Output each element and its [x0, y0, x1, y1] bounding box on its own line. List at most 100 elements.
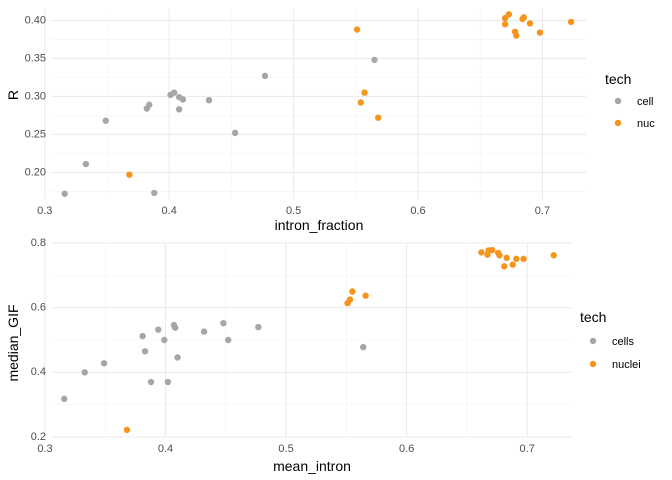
- y-tick-label: 0.2: [31, 431, 46, 443]
- data-points: [61, 246, 557, 434]
- data-point-nuclei: [349, 288, 356, 295]
- x-tick-label: 0.5: [278, 443, 293, 455]
- data-point-nuclei: [496, 252, 503, 259]
- x-tick-label: 0.4: [162, 205, 177, 217]
- minor-gridlines: [51, 9, 586, 199]
- legend-key-marker: [589, 337, 597, 345]
- y-tick-label: 0.25: [25, 128, 46, 140]
- y-tick-label: 0.4: [31, 366, 46, 378]
- data-point-nuclei: [501, 263, 508, 270]
- data-point-cell: [371, 56, 378, 64]
- data-point-cell: [102, 117, 109, 124]
- data-point-nuclei: [550, 252, 557, 259]
- x-tick-labels: 0.3 0.4 0.5 0.6 0.7: [37, 205, 550, 217]
- data-point-nuc: [353, 26, 361, 33]
- x-tick-label: 0.3: [37, 205, 52, 217]
- data-point-cell: [231, 129, 239, 137]
- data-point-nuc: [520, 14, 527, 21]
- data-point-nuclei: [520, 255, 527, 263]
- data-point-cell: [151, 189, 158, 197]
- y-tick-labels: 0.2 0.4 0.6 0.8: [31, 237, 46, 443]
- y-tick-label: 0.8: [31, 237, 46, 249]
- data-point-cells: [100, 360, 108, 367]
- data-point-cells: [139, 332, 146, 340]
- data-point-cell: [146, 101, 153, 108]
- data-point-nuc: [375, 114, 382, 121]
- data-point-cells: [61, 395, 68, 403]
- data-point-nuclei: [362, 292, 369, 299]
- data-point-cells: [155, 326, 162, 333]
- data-point-nuc: [567, 18, 575, 26]
- data-point-nuc: [361, 89, 368, 96]
- data-point-nuclei: [503, 254, 510, 262]
- major-gridlines: [44, 242, 573, 438]
- legend-key-marker: [589, 360, 597, 368]
- x-tick-label: 0.6: [399, 443, 414, 455]
- data-point-cell: [61, 190, 68, 197]
- data-point-nuc: [505, 11, 513, 18]
- data-point-cells: [200, 328, 208, 335]
- data-point-nuc: [501, 21, 509, 28]
- data-point-cells: [81, 369, 88, 376]
- legend-title: tech: [580, 309, 606, 325]
- data-point-nuclei: [509, 261, 516, 268]
- data-point-cells: [161, 336, 168, 344]
- y-tick-label: 0.30: [25, 90, 46, 102]
- data-point-nuclei: [478, 249, 485, 256]
- x-tick-label: 0.4: [158, 443, 173, 455]
- y-axis-title: median_GIF: [5, 304, 21, 381]
- legend-title: tech: [605, 71, 631, 87]
- data-point-cells: [147, 378, 155, 386]
- data-point-cell: [261, 72, 269, 80]
- panel-mean-intron-vs-median-gif: 0.2 0.4 0.6 0.8 0.3 0.4 0.5 0.6 0.7 mean…: [5, 237, 641, 474]
- legend: tech cell nuc: [605, 71, 655, 130]
- data-point-nuclei: [513, 255, 520, 263]
- legend-key-marker: [614, 97, 622, 105]
- data-point-cell: [175, 106, 183, 113]
- minor-gridlines: [51, 243, 573, 437]
- data-point-nuc: [536, 29, 544, 36]
- legend-label: nuc: [637, 118, 655, 130]
- data-point-cells: [174, 354, 181, 361]
- x-axis-title: intron_fraction: [275, 217, 364, 233]
- x-tick-label: 0.6: [410, 205, 425, 217]
- data-point-nuc: [513, 32, 520, 39]
- legend-label: cells: [612, 336, 635, 348]
- data-point-cells: [360, 343, 367, 351]
- major-gridlines: [44, 9, 586, 199]
- data-point-cells: [220, 319, 227, 327]
- panel-intron-fraction-vs-r: 0.20 0.25 0.30 0.35 0.40 0.3 0.4 0.5 0.6…: [5, 9, 655, 233]
- data-point-cells: [164, 378, 172, 386]
- y-tick-labels: 0.20 0.25 0.30 0.35 0.40: [25, 14, 46, 178]
- data-point-cell: [170, 89, 178, 96]
- data-point-nuclei: [123, 426, 131, 434]
- x-tick-label: 0.7: [535, 205, 550, 217]
- data-point-cells: [171, 324, 179, 331]
- legend-label: cell: [637, 96, 654, 108]
- x-axis-title: mean_intron: [273, 458, 351, 474]
- data-points: [61, 11, 575, 197]
- y-axis-title: R: [5, 90, 21, 100]
- legend-label: nuclei: [612, 359, 641, 371]
- data-point-nuc: [126, 171, 133, 178]
- data-point-cell: [179, 96, 187, 103]
- x-tick-label: 0.5: [286, 205, 301, 217]
- x-tick-labels: 0.3 0.4 0.5 0.6 0.7: [37, 443, 535, 455]
- data-point-cells: [255, 323, 262, 331]
- x-tick-label: 0.7: [520, 443, 535, 455]
- y-tick-label: 0.35: [25, 52, 46, 64]
- y-tick-label: 0.6: [31, 302, 46, 314]
- data-point-nuc: [357, 99, 365, 106]
- data-point-cell: [205, 97, 213, 104]
- y-tick-label: 0.40: [25, 14, 46, 26]
- y-tick-label: 0.20: [25, 166, 46, 178]
- data-point-cells: [141, 348, 149, 355]
- x-tick-label: 0.3: [37, 443, 52, 455]
- data-point-cells: [225, 336, 232, 344]
- data-point-nuclei: [346, 296, 354, 303]
- data-point-cell: [82, 160, 90, 168]
- legend-key-marker: [614, 119, 622, 127]
- data-point-nuclei: [489, 246, 496, 254]
- data-point-nuc: [526, 20, 534, 27]
